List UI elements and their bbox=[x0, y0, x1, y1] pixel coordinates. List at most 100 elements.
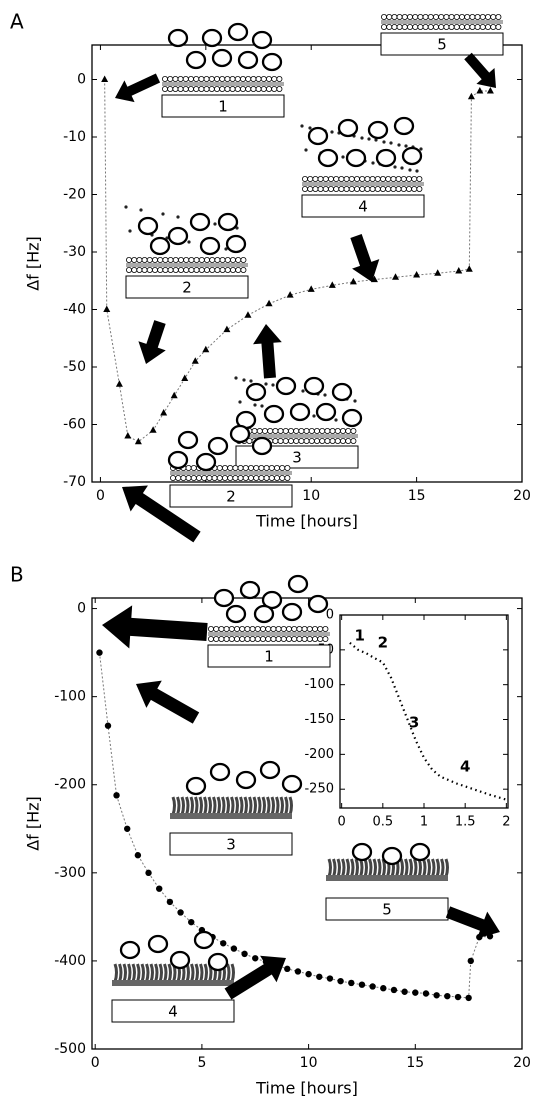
vesicle bbox=[149, 236, 171, 256]
y-tick-label: -500 bbox=[54, 1041, 86, 1057]
lipid-head bbox=[172, 266, 179, 273]
arrow bbox=[122, 485, 201, 543]
lipid-head bbox=[256, 427, 263, 434]
vesicle bbox=[253, 604, 275, 624]
data-point bbox=[284, 965, 291, 973]
lipid-head bbox=[188, 266, 195, 273]
lipid-head bbox=[177, 86, 184, 93]
lipid-head bbox=[229, 86, 236, 93]
protein-tail bbox=[404, 858, 409, 878]
data-point bbox=[337, 977, 344, 985]
y-tick-label: -40 bbox=[63, 302, 86, 318]
arrow bbox=[464, 52, 496, 88]
data-point bbox=[476, 87, 484, 94]
lipid-head bbox=[198, 256, 205, 263]
lipid-head bbox=[263, 464, 270, 471]
vesicle bbox=[237, 50, 259, 70]
data-point bbox=[413, 271, 421, 278]
vesicle bbox=[401, 146, 423, 166]
lipid-head bbox=[311, 636, 318, 643]
vesicle bbox=[245, 382, 267, 402]
y-tick-label: -200 bbox=[304, 747, 334, 762]
vesicle bbox=[289, 402, 311, 422]
protein-tail bbox=[435, 858, 440, 878]
lipid-head bbox=[162, 256, 169, 263]
vesicle bbox=[263, 404, 285, 424]
data-point bbox=[467, 957, 474, 965]
lipid-head bbox=[275, 636, 282, 643]
peptide bbox=[419, 147, 423, 151]
lipid-head bbox=[313, 437, 320, 444]
lipid-head bbox=[282, 427, 289, 434]
lipid-head bbox=[250, 86, 257, 93]
lipid-head bbox=[207, 636, 214, 643]
y-tick-label: -100 bbox=[304, 677, 334, 692]
data-point bbox=[149, 426, 157, 433]
membrane-core bbox=[381, 20, 503, 24]
lipid-head bbox=[317, 626, 324, 633]
membrane bbox=[326, 875, 448, 881]
lipid-head bbox=[272, 437, 279, 444]
lipid-head bbox=[338, 175, 345, 182]
lipid-head bbox=[227, 464, 234, 471]
lipid-head bbox=[185, 474, 192, 481]
x-tick-label: 5 bbox=[197, 1055, 206, 1071]
lipid-head bbox=[221, 464, 228, 471]
lipid-head bbox=[214, 256, 221, 263]
lipid-head bbox=[417, 13, 424, 20]
lipid-head bbox=[151, 266, 158, 273]
lipid-head bbox=[203, 76, 210, 83]
lipid-head bbox=[244, 626, 251, 633]
lipid-head bbox=[233, 636, 240, 643]
lipid-head bbox=[172, 76, 179, 83]
lipid-head bbox=[307, 185, 314, 192]
peptide bbox=[389, 141, 393, 145]
y-tick-label: 0 bbox=[326, 608, 334, 623]
lipid-head bbox=[259, 636, 266, 643]
lipid-head bbox=[213, 76, 220, 83]
data-point bbox=[316, 973, 323, 980]
protein-tail bbox=[221, 796, 226, 816]
lipid-head bbox=[303, 437, 310, 444]
lipid-head bbox=[214, 266, 221, 273]
vesicle bbox=[337, 118, 359, 138]
vesicle bbox=[261, 52, 283, 72]
membrane bbox=[112, 980, 234, 986]
x-tick-label: 0 bbox=[96, 488, 105, 504]
protein-tail bbox=[372, 858, 377, 878]
lipid-head bbox=[490, 13, 497, 20]
annotation-box bbox=[301, 194, 425, 218]
lipid-head bbox=[405, 175, 412, 182]
lipid-head bbox=[228, 626, 235, 633]
lipid-head bbox=[224, 76, 231, 83]
vesicle bbox=[317, 148, 339, 168]
lipid-head bbox=[364, 185, 371, 192]
vesicle bbox=[409, 842, 431, 862]
lipid-head bbox=[265, 626, 272, 633]
lipid-head bbox=[395, 185, 402, 192]
lipid-head bbox=[253, 464, 260, 471]
lipid-head bbox=[474, 13, 481, 20]
lipid-head bbox=[244, 636, 251, 643]
lipid-head bbox=[251, 427, 258, 434]
y-tick-label: -30 bbox=[63, 244, 86, 260]
lipid-head bbox=[412, 23, 419, 30]
data-point bbox=[244, 311, 252, 318]
lipid-head bbox=[219, 86, 226, 93]
lipid-head bbox=[333, 175, 340, 182]
lipid-head bbox=[249, 626, 256, 633]
data-point bbox=[101, 75, 109, 82]
lipid-head bbox=[203, 266, 210, 273]
lipid-head bbox=[484, 13, 491, 20]
lipid-head bbox=[479, 13, 486, 20]
data-point bbox=[401, 988, 408, 995]
lipid-head bbox=[259, 626, 266, 633]
protein-tail bbox=[431, 858, 436, 878]
protein-tail bbox=[354, 858, 359, 878]
protein-tail bbox=[185, 963, 190, 983]
lipid-head bbox=[268, 464, 275, 471]
vesicle bbox=[211, 48, 233, 68]
y-tick-label: -400 bbox=[54, 953, 86, 969]
data-line bbox=[98, 652, 491, 999]
lipid-head bbox=[317, 636, 324, 643]
